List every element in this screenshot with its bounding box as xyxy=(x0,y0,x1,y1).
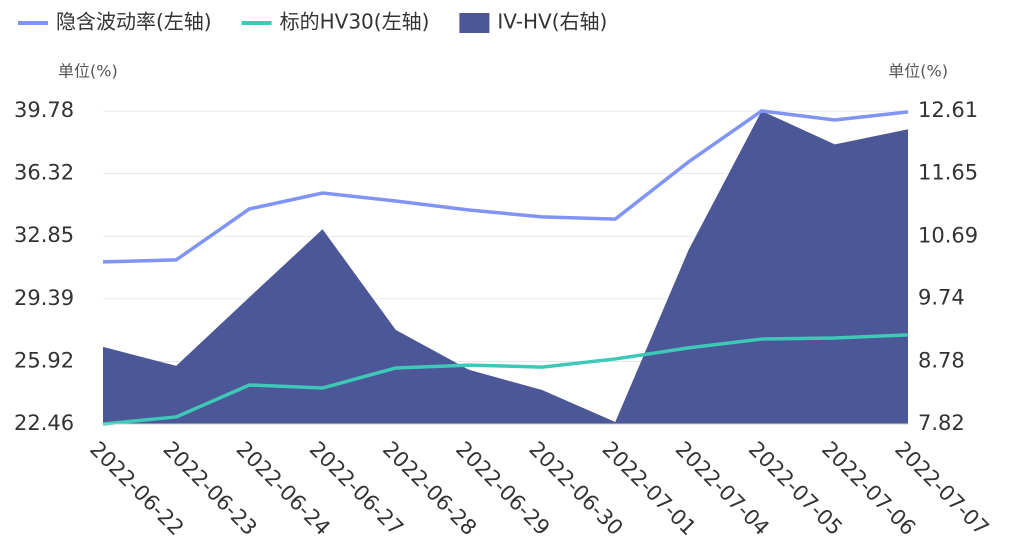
y2-tick-label: 10.69 xyxy=(918,223,978,247)
y-axis-label: 单位(%) xyxy=(58,62,118,81)
legend-label: IV-HV(右轴) xyxy=(497,10,607,34)
legend-label: 标的HV30(左轴) xyxy=(280,10,430,34)
y2-tick-label: 7.82 xyxy=(918,411,965,435)
y-tick-label: 25.92 xyxy=(14,348,74,372)
legend-label: 隐含波动率(左轴) xyxy=(56,10,212,34)
y2-tick-label: 11.65 xyxy=(918,161,978,185)
y-tick-label: 29.39 xyxy=(14,286,74,310)
y-tick-label: 32.85 xyxy=(14,223,74,247)
y-tick-label: 39.78 xyxy=(14,98,74,122)
y2-tick-label: 8.78 xyxy=(918,348,965,372)
area xyxy=(103,111,908,424)
y2-tick-label: 12.61 xyxy=(918,98,978,122)
line xyxy=(102,333,909,426)
line xyxy=(102,109,909,264)
y-tick-label: 22.46 xyxy=(14,411,74,435)
y2-tick-label: 9.74 xyxy=(918,286,965,310)
legend-swatch xyxy=(459,13,490,33)
y2-axis-label: 单位(%) xyxy=(888,62,948,81)
y-tick-label: 36.32 xyxy=(14,161,74,185)
